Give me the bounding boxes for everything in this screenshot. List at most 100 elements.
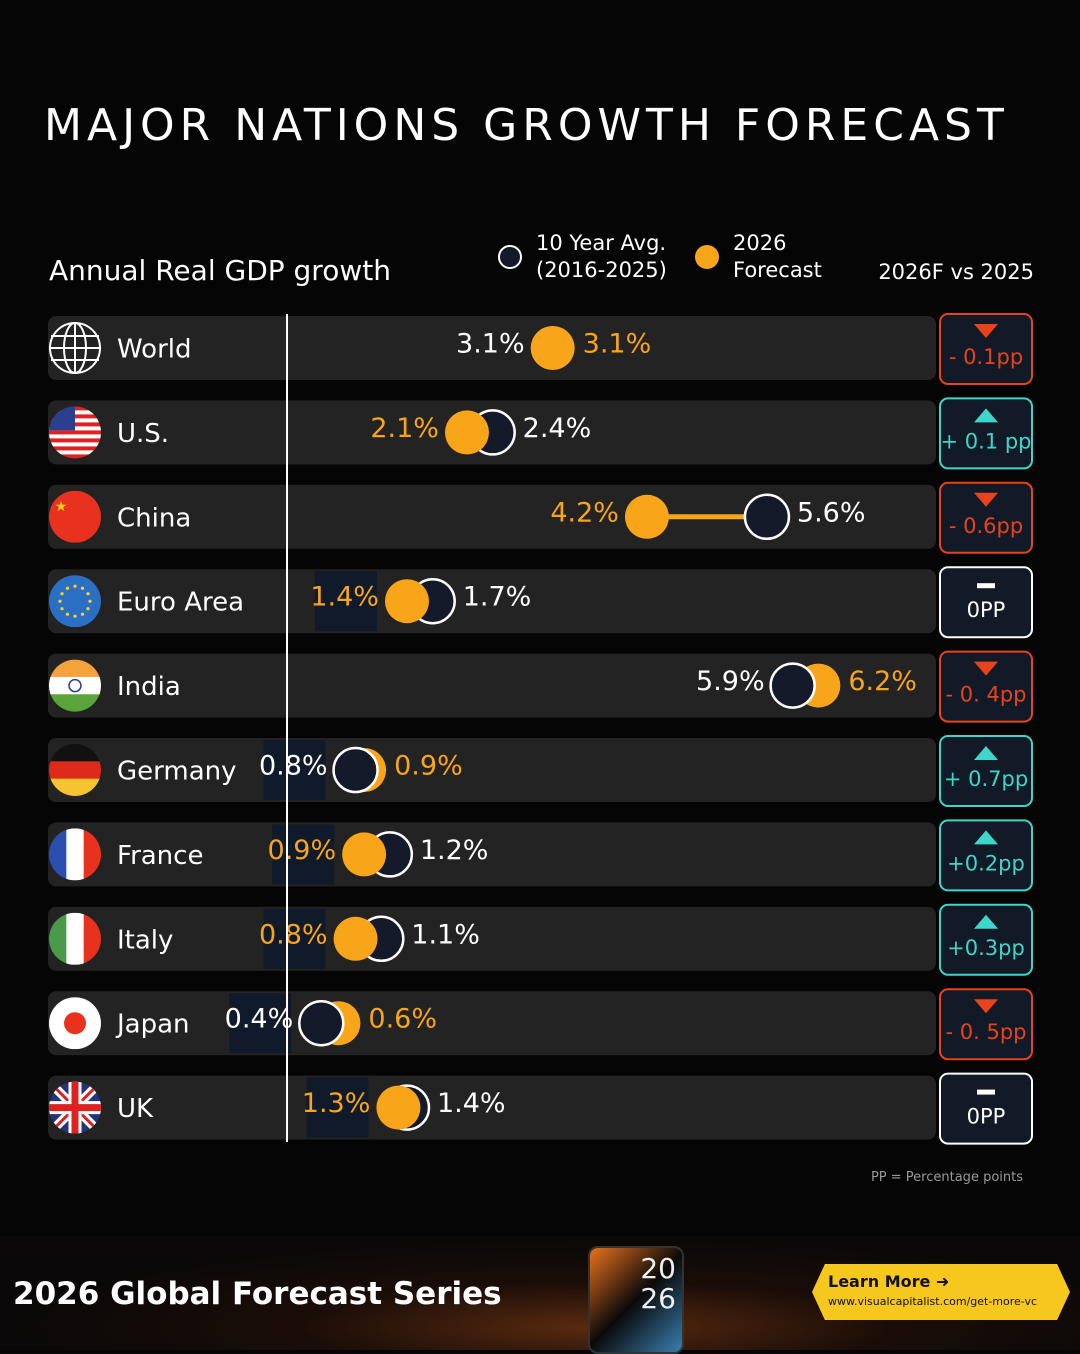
flag-star: ★ bbox=[55, 499, 68, 515]
forecast-dot bbox=[376, 1085, 421, 1130]
flag-star bbox=[86, 592, 90, 596]
legend-forecast: 2026 Forecast bbox=[695, 230, 822, 284]
country-label: Japan bbox=[115, 1010, 190, 1040]
flag-stripe bbox=[49, 442, 101, 447]
dash-icon bbox=[977, 583, 995, 589]
flag-star bbox=[65, 612, 70, 616]
flag-stripe bbox=[49, 828, 67, 881]
label-backdrop bbox=[263, 908, 326, 969]
value-label-left: 1.4% bbox=[310, 582, 379, 613]
average-dot bbox=[298, 999, 345, 1047]
italy-flag-icon bbox=[49, 912, 101, 965]
flag-star bbox=[80, 612, 85, 616]
france-flag-icon bbox=[49, 828, 101, 881]
triangle-down-icon bbox=[974, 492, 998, 507]
china-flag-icon: ★ bbox=[49, 490, 101, 543]
label-backdrop bbox=[314, 571, 377, 632]
change-label: - 0.6pp bbox=[949, 514, 1023, 538]
flag-field bbox=[49, 490, 101, 543]
phone-text: 20 26 bbox=[640, 1252, 676, 1315]
flag-star bbox=[80, 586, 85, 590]
value-label-left: 1.3% bbox=[302, 1088, 371, 1119]
badge-box bbox=[939, 988, 1033, 1061]
promo-banner[interactable]: 2026 Global Forecast Series 20 26 Learn … bbox=[0, 1236, 1080, 1354]
forecast-dot bbox=[333, 916, 378, 961]
us-flag-icon bbox=[49, 406, 101, 459]
row-india: India 5.9% 6.2% - 0. 4pp bbox=[48, 650, 1033, 723]
change-badge: 0PP bbox=[939, 566, 1033, 639]
country-label: World bbox=[117, 335, 192, 365]
flag-stripe bbox=[49, 430, 101, 435]
value-label-right: 3.1% bbox=[583, 329, 652, 360]
flag-field bbox=[49, 575, 101, 628]
label-backdrop bbox=[229, 993, 292, 1054]
country-label: France bbox=[117, 841, 203, 871]
row-background bbox=[48, 569, 936, 634]
flag-stripe bbox=[49, 761, 101, 780]
flag-star bbox=[73, 584, 77, 588]
badge-box bbox=[939, 735, 1033, 807]
comparison-header: 2026F vs 2025 bbox=[878, 260, 1034, 284]
row-italy: Italy 0.8% 1.1% +0.3pp bbox=[48, 903, 1033, 976]
triangle-down-icon bbox=[974, 999, 998, 1014]
triangle-down-icon bbox=[974, 661, 998, 676]
flag-cross-red bbox=[49, 1081, 101, 1134]
flag-stripe bbox=[49, 676, 101, 695]
flag-stripe bbox=[49, 744, 101, 762]
value-label-left: 0.4% bbox=[225, 1004, 294, 1035]
learn-more-button[interactable]: Learn More ➜ www.visualcapitalist.com/ge… bbox=[812, 1264, 1070, 1320]
flag-stripe bbox=[49, 450, 101, 455]
country-label: Germany bbox=[117, 757, 237, 787]
value-label-left: 2.1% bbox=[370, 413, 439, 444]
uk-flag-icon bbox=[49, 1081, 101, 1134]
dot-chart: World 3.1% 3.1% - 0.1pp U.S. 2.1% 2.4% + 0.1 pp… bbox=[48, 313, 1033, 1145]
flag-disc bbox=[64, 1012, 86, 1035]
row-u-s-: U.S. 2.1% 2.4% + 0.1 pp bbox=[48, 397, 1033, 470]
label-backdrop bbox=[263, 740, 326, 800]
row-background bbox=[48, 906, 936, 971]
flag-star bbox=[88, 599, 92, 603]
forecast-dot bbox=[384, 579, 429, 624]
change-badge: +0.3pp bbox=[939, 903, 1033, 976]
learn-more-url: www.visualcapitalist.com/get-more-vc bbox=[828, 1295, 1038, 1308]
change-badge: - 0. 5pp bbox=[939, 988, 1033, 1061]
row-world: World 3.1% 3.1% - 0.1pp bbox=[48, 313, 1033, 385]
flag-star bbox=[60, 607, 64, 611]
japan-flag-icon bbox=[49, 997, 101, 1050]
value-label-right: 1.1% bbox=[411, 919, 480, 950]
footnote: PP = Percentage points bbox=[870, 1170, 1023, 1185]
flag-stripe bbox=[49, 438, 101, 443]
triangle-up-icon bbox=[974, 914, 998, 929]
legend-average-label: 10 Year Avg. (2016-2025) bbox=[536, 231, 667, 282]
row-uk: UK 1.3% 1.4% 0PP bbox=[48, 1072, 1033, 1145]
change-label: + 0.7pp bbox=[944, 767, 1028, 791]
flag-star bbox=[73, 614, 77, 618]
country-label: U.S. bbox=[117, 419, 169, 449]
eu-flag-icon bbox=[49, 575, 101, 628]
value-label-right: 1.4% bbox=[437, 1088, 506, 1119]
flag-stripe bbox=[83, 828, 101, 881]
badge-box bbox=[939, 903, 1033, 976]
change-label: - 0.1pp bbox=[949, 345, 1023, 369]
row-background bbox=[48, 484, 936, 549]
change-badge: + 0.7pp bbox=[939, 735, 1033, 807]
change-label: +0.2pp bbox=[947, 851, 1025, 875]
flag-stripe bbox=[66, 912, 85, 965]
badge-box bbox=[939, 819, 1033, 892]
india-flag-icon bbox=[49, 659, 101, 712]
forecast-dot bbox=[342, 832, 387, 877]
change-label: 0PP bbox=[967, 598, 1006, 622]
row-euro-area: Euro Area 1.4% 1.7% 0PP bbox=[48, 566, 1033, 639]
legend-average: 10 Year Avg. (2016-2025) bbox=[498, 230, 667, 284]
flag-stripe bbox=[49, 694, 101, 712]
flag-wheel bbox=[68, 678, 82, 693]
forecast-dot bbox=[530, 326, 575, 370]
row-germany: Germany 0.8% 0.9% + 0.7pp bbox=[48, 735, 1033, 807]
flag-stripe bbox=[49, 434, 101, 439]
row-background bbox=[48, 822, 936, 887]
value-label-right: 0.6% bbox=[368, 1004, 437, 1035]
legend-forecast-label: 2026 Forecast bbox=[733, 231, 822, 282]
change-badge: - 0.6pp bbox=[939, 481, 1033, 554]
triangle-up-icon bbox=[974, 830, 998, 845]
change-badge: 0PP bbox=[939, 1072, 1033, 1145]
